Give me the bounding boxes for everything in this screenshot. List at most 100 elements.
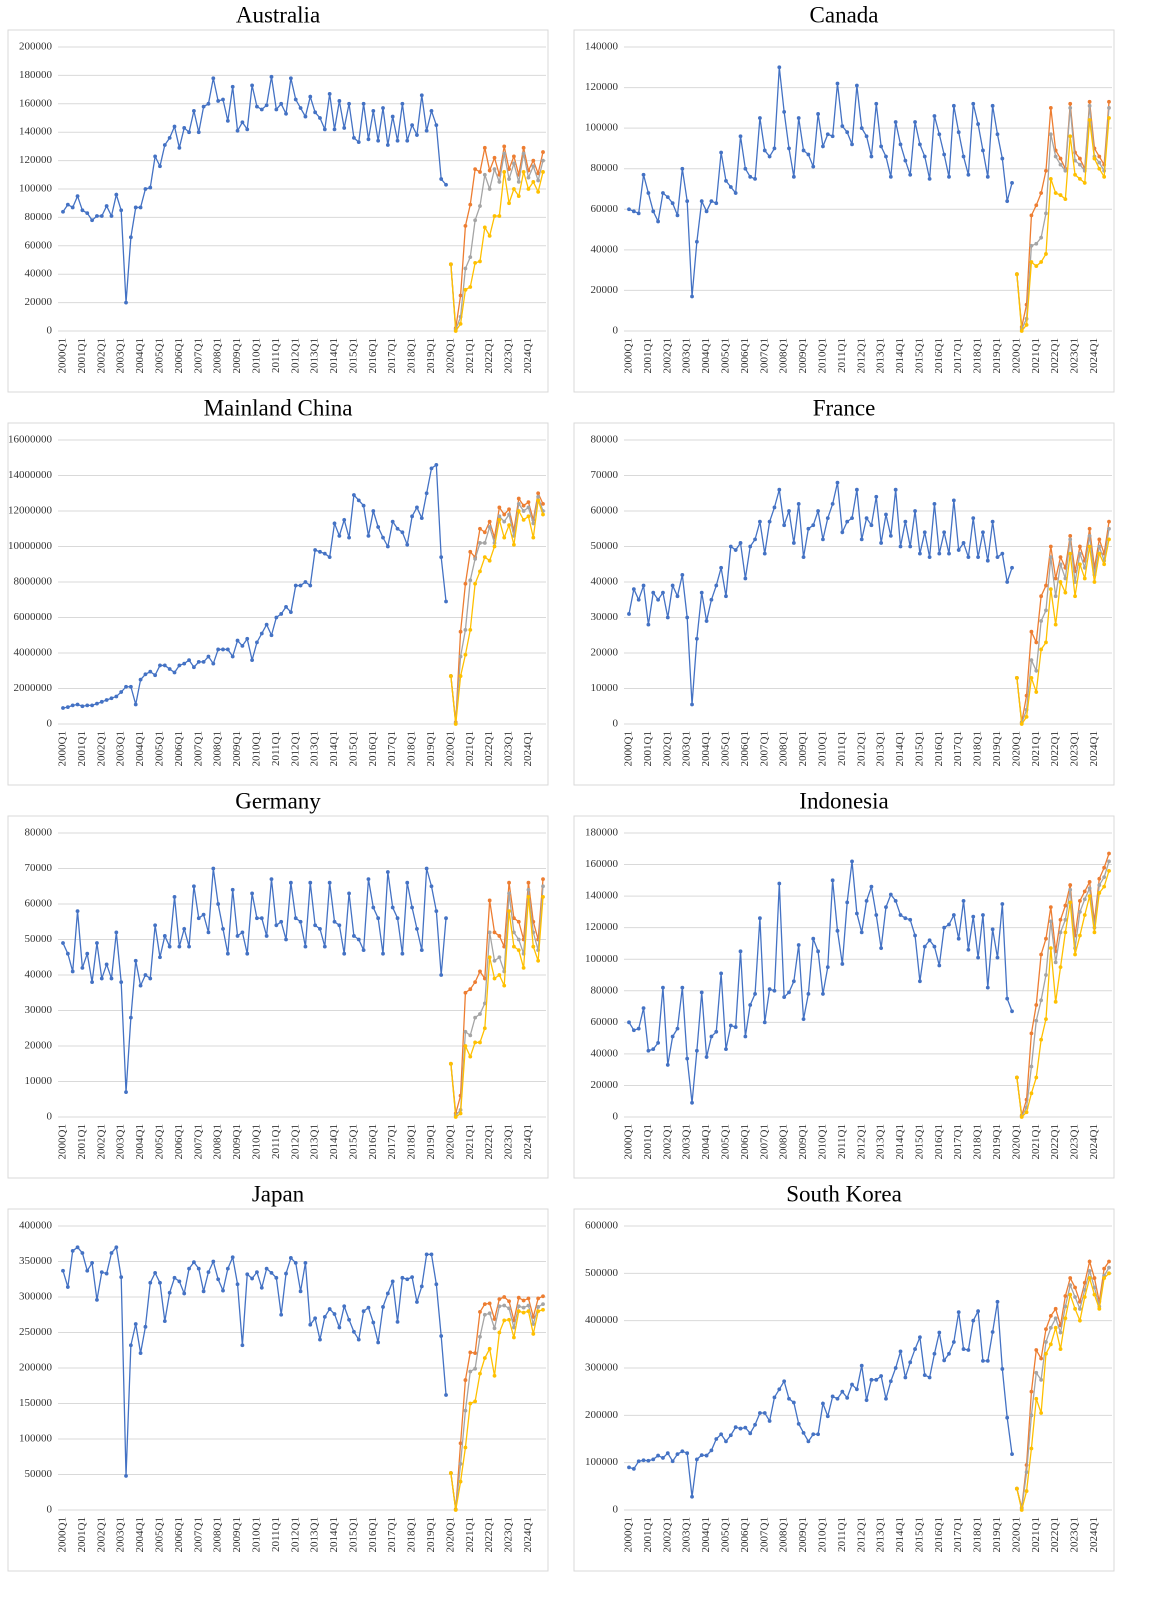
data-point: [699, 199, 704, 204]
data-point: [478, 1334, 482, 1339]
chart-title: Japan: [252, 1181, 305, 1206]
panel-frame: [573, 1208, 1115, 1572]
data-point: [1000, 156, 1005, 161]
data-point: [893, 120, 898, 124]
data-point: [512, 1335, 516, 1340]
data-point: [627, 1465, 631, 1470]
y-tick-label: 0: [613, 325, 619, 337]
data-point: [337, 533, 342, 538]
y-tick-label: 0: [47, 325, 53, 337]
data-point: [468, 1369, 473, 1374]
series-line: [62, 1245, 447, 1476]
data-point: [400, 1275, 405, 1280]
data-point: [767, 519, 772, 524]
data-point: [787, 990, 791, 995]
data-point: [1010, 565, 1014, 570]
data-point: [1063, 1316, 1068, 1321]
data-point: [482, 1312, 487, 1317]
data-point: [670, 1034, 675, 1039]
x-tick-label: 2009Q1: [231, 1124, 243, 1159]
data-point: [133, 958, 138, 963]
data-point: [888, 533, 893, 538]
x-tick-label: 2021Q1: [1030, 1124, 1042, 1159]
data-point: [704, 619, 709, 623]
series-line: [450, 146, 544, 329]
data-point: [782, 523, 787, 528]
data-point: [1107, 1265, 1111, 1270]
x-tick-label: 2002Q1: [661, 1124, 673, 1159]
data-point: [65, 705, 70, 710]
x-tick-label: 2003Q1: [115, 731, 127, 766]
data-point: [507, 909, 511, 913]
data-point: [444, 1393, 448, 1397]
data-point: [918, 1335, 922, 1340]
data-point: [487, 1311, 492, 1316]
y-tick-label: 300000: [585, 1362, 619, 1374]
x-tick-label: 2017Q1: [386, 338, 398, 373]
data-point: [1034, 264, 1039, 268]
data-point: [429, 466, 434, 471]
data-point: [497, 180, 502, 184]
data-point: [1087, 880, 1092, 884]
data-point: [1029, 1446, 1034, 1451]
x-tick-label: 2010Q1: [816, 1517, 828, 1552]
data-point: [419, 93, 424, 98]
data-point: [816, 509, 820, 513]
data-point: [405, 1277, 410, 1282]
x-tick-label: 2013Q1: [875, 1124, 887, 1159]
data-point: [1107, 859, 1111, 864]
data-point: [724, 1439, 728, 1444]
x-tick-label: 2016Q1: [933, 1517, 945, 1552]
data-point: [631, 1028, 636, 1033]
data-point: [196, 130, 201, 135]
data-point: [463, 990, 468, 995]
data-point: [487, 187, 492, 191]
data-point: [211, 1259, 216, 1264]
data-point: [1082, 576, 1087, 581]
data-point: [947, 1351, 951, 1356]
y-tick-label: 4000000: [14, 647, 53, 659]
data-point: [521, 509, 526, 513]
data-point: [709, 199, 714, 204]
data-point: [811, 164, 816, 169]
y-tick-label: 0: [47, 1111, 53, 1123]
data-point: [531, 164, 536, 169]
data-point: [521, 1305, 526, 1310]
data-point: [516, 948, 521, 953]
data-point: [332, 521, 337, 526]
data-point: [869, 1377, 874, 1382]
data-point: [410, 1275, 414, 1280]
data-point: [468, 1350, 473, 1355]
x-tick-label: 2015Q1: [913, 731, 925, 766]
data-point: [250, 891, 254, 896]
data-point: [985, 985, 990, 990]
x-tick-label: 2010Q1: [816, 731, 828, 766]
x-tick-label: 2002Q1: [661, 338, 673, 373]
data-point: [830, 134, 835, 139]
data-point: [235, 934, 240, 938]
data-point: [482, 530, 487, 535]
data-point: [971, 101, 976, 106]
data-point: [444, 182, 448, 187]
data-point: [956, 936, 961, 941]
data-point: [521, 966, 526, 970]
data-point: [308, 583, 313, 588]
data-point: [1044, 608, 1048, 613]
data-point: [661, 590, 665, 595]
series-line: [1016, 870, 1110, 1119]
data-point: [458, 1479, 463, 1484]
data-point: [104, 204, 109, 208]
data-point: [327, 1307, 332, 1311]
data-point: [192, 884, 196, 889]
data-point: [512, 944, 516, 949]
data-point: [879, 144, 884, 149]
data-point: [1014, 1075, 1019, 1080]
data-point: [1058, 580, 1063, 584]
data-point: [1073, 1285, 1077, 1290]
data-point: [1097, 154, 1102, 159]
data-point: [473, 980, 478, 984]
y-tick-label: 10000: [591, 682, 619, 694]
x-tick-label: 2019Q1: [425, 731, 437, 766]
data-point: [507, 512, 511, 517]
x-tick-label: 2022Q1: [1049, 731, 1061, 766]
